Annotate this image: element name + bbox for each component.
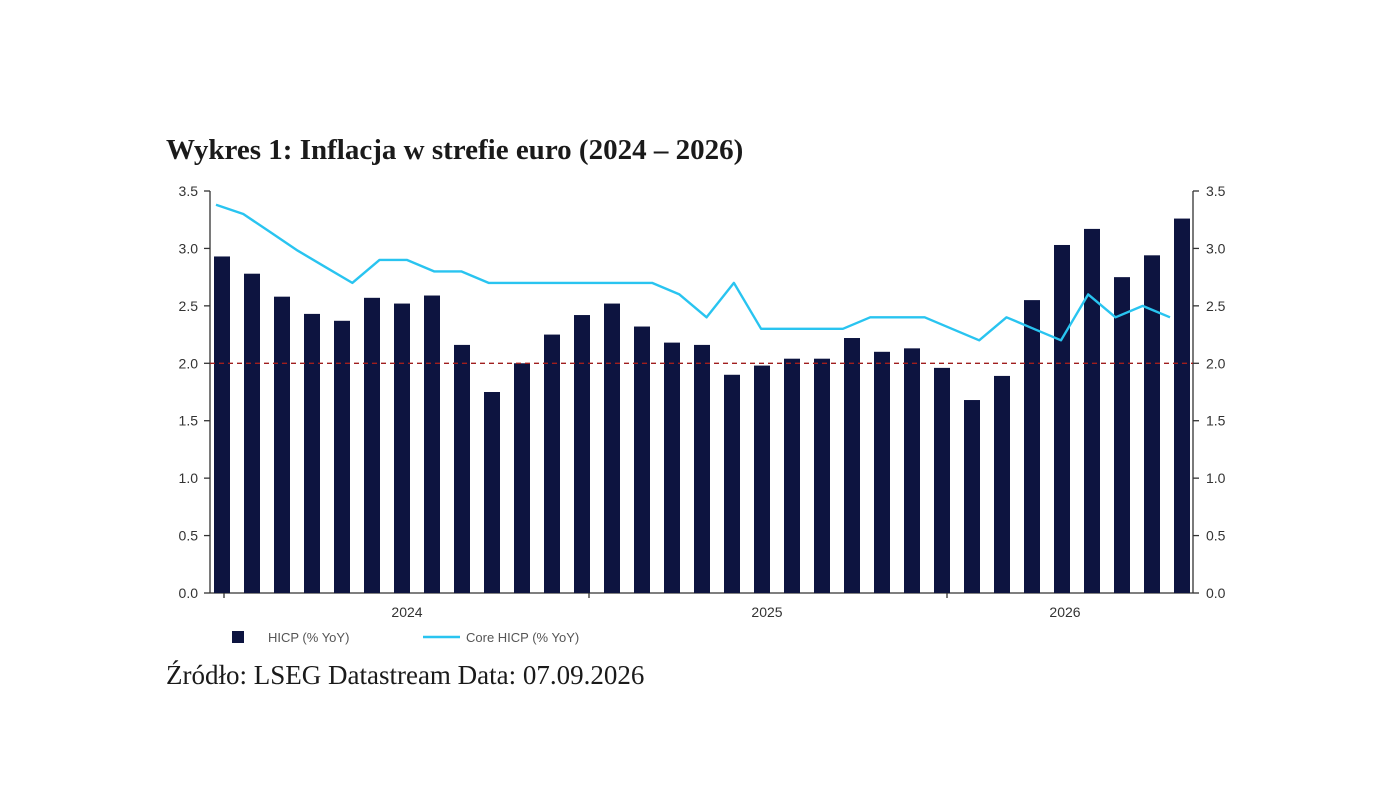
- x-year-label: 2025: [751, 604, 782, 620]
- hicp-bar: [844, 338, 860, 593]
- hicp-bar: [1174, 218, 1190, 593]
- legend-bar-swatch: [232, 631, 244, 643]
- hicp-bar: [634, 326, 650, 593]
- hicp-bar: [454, 344, 470, 593]
- hicp-bar: [1144, 255, 1160, 593]
- hicp-bar: [304, 313, 320, 593]
- left-tick-label: 0.5: [179, 528, 199, 544]
- hicp-bar: [724, 374, 740, 593]
- hicp-bar: [244, 273, 260, 593]
- source-note: Źródło: LSEG Datastream Data: 07.09.2026: [166, 660, 645, 690]
- hicp-bar: [274, 296, 290, 593]
- hicp-bar: [394, 303, 410, 593]
- right-tick-label: 3.5: [1206, 183, 1226, 199]
- hicp-bar: [994, 375, 1010, 593]
- right-tick-label: 0.0: [1206, 585, 1226, 601]
- chart-title: Wykres 1: Inflacja w strefie euro (2024 …: [166, 134, 744, 166]
- hicp-bar: [784, 358, 800, 593]
- right-tick-label: 2.5: [1206, 298, 1226, 314]
- hicp-bar: [484, 392, 500, 593]
- right-tick-label: 0.5: [1206, 528, 1226, 544]
- left-tick-label: 2.5: [179, 298, 199, 314]
- x-year-label: 2026: [1049, 604, 1080, 620]
- hicp-bar: [214, 256, 230, 593]
- hicp-bar: [964, 400, 980, 593]
- left-tick-label: 1.5: [179, 413, 199, 429]
- left-tick-label: 3.0: [179, 240, 199, 256]
- hicp-bar: [694, 344, 710, 593]
- left-tick-label: 2.0: [179, 355, 199, 371]
- hicp-bar: [1084, 228, 1100, 593]
- left-tick-label: 3.5: [179, 183, 199, 199]
- hicp-bar: [364, 297, 380, 593]
- hicp-bar: [604, 303, 620, 593]
- hicp-bar: [514, 363, 530, 593]
- hicp-bar: [1114, 277, 1130, 593]
- hicp-bar: [1024, 300, 1040, 593]
- hicp-bar: [334, 320, 350, 593]
- hicp-bar: [664, 342, 680, 593]
- hicp-bar: [814, 358, 830, 593]
- hicp-bar: [754, 365, 770, 593]
- hicp-bar: [424, 295, 440, 593]
- legend-hicp-label: HICP (% YoY): [268, 630, 349, 645]
- right-tick-label: 3.0: [1206, 240, 1226, 256]
- legend-core-label: Core HICP (% YoY): [466, 630, 579, 645]
- hicp-bar: [874, 351, 890, 593]
- hicp-bar: [574, 315, 590, 593]
- hicp-bar: [1054, 244, 1070, 594]
- hicp-bar: [934, 367, 950, 593]
- left-tick-label: 0.0: [179, 585, 199, 601]
- right-tick-label: 1.0: [1206, 470, 1226, 486]
- hicp-bar: [904, 348, 920, 593]
- left-tick-label: 1.0: [179, 470, 199, 486]
- hicp-bar: [544, 334, 560, 593]
- core-hicp-line: [215, 203, 1171, 342]
- x-year-label: 2024: [391, 604, 422, 620]
- right-tick-label: 2.0: [1206, 355, 1226, 371]
- right-tick-label: 1.5: [1206, 413, 1226, 429]
